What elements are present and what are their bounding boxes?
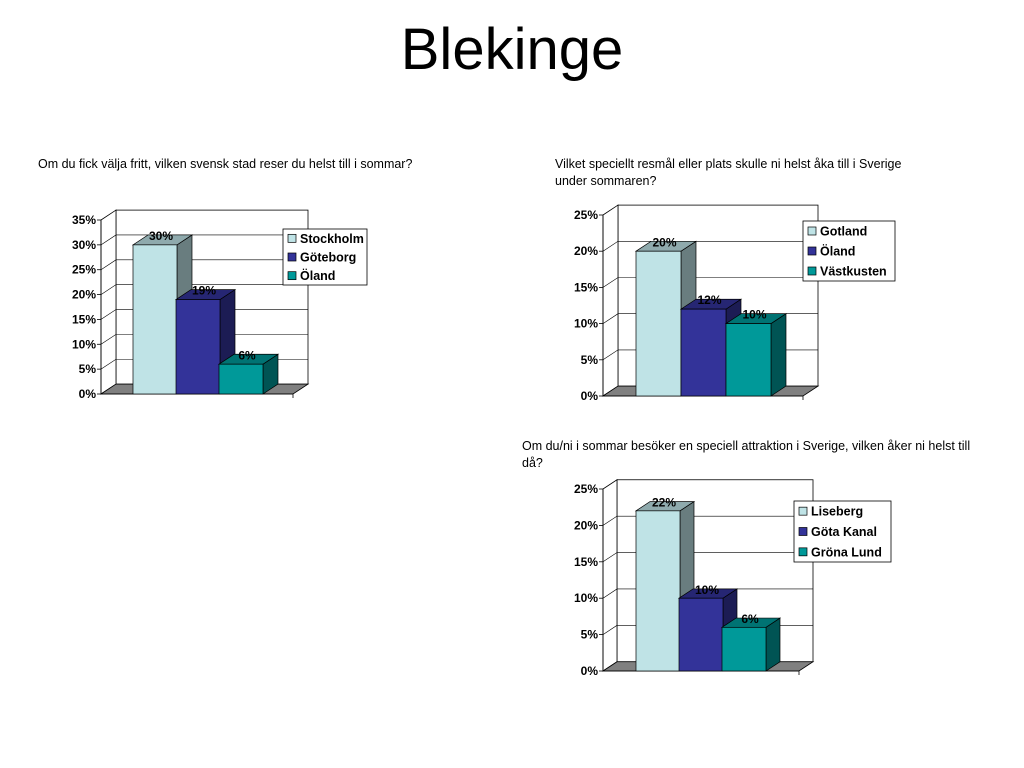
bar-2 [678, 597, 724, 672]
legend-label-3: Öland [300, 268, 335, 283]
y-tick-label: 10% [72, 337, 96, 351]
legend-label-1: Gotland [820, 225, 867, 239]
legend-swatch-1 [798, 506, 808, 516]
legend-label-2: Göteborg [300, 251, 356, 265]
data-label-2: 12% [697, 293, 721, 307]
y-tick-label: 0% [581, 389, 599, 403]
y-tick-label: 25% [574, 208, 598, 222]
y-tick-label: 15% [574, 280, 598, 294]
data-label-3: 10% [742, 308, 766, 322]
gridline [100, 334, 308, 345]
legend-label-2: Öland [820, 244, 855, 259]
y-tick-label: 20% [574, 244, 598, 258]
y-tick-label: 25% [72, 263, 96, 277]
bar-3 [725, 323, 772, 397]
legend-label-1: Stockholm [300, 232, 364, 246]
legend-swatch-3 [807, 266, 817, 276]
y-tick-label: 20% [574, 518, 598, 532]
legend-label-3: Västkusten [820, 265, 887, 279]
gridline [602, 241, 818, 252]
chart-3-question: Om du/ni i sommar besöker en speciell at… [522, 439, 971, 470]
gridline [602, 277, 818, 288]
legend-box [282, 228, 368, 286]
legend-swatch-3 [287, 271, 297, 281]
y-tick-label: 20% [72, 288, 96, 302]
gridline [100, 284, 308, 295]
legend-swatch-1 [807, 226, 817, 236]
chart-1-question: Om du fick välja fritt, vilken svensk st… [38, 157, 413, 171]
legend-swatch-2 [287, 252, 297, 262]
plot-side-wall [602, 479, 618, 672]
legend-swatch-3 [798, 547, 808, 557]
data-label-3: 6% [238, 348, 256, 362]
legend-label-1: Liseberg [811, 505, 863, 519]
y-tick-label: 35% [72, 213, 96, 227]
bar-2 [175, 299, 221, 395]
data-label-1: 20% [652, 235, 676, 249]
legend-box [802, 220, 896, 282]
gridline [602, 515, 813, 526]
chart-2-question: Vilket speciellt resmål eller plats skul… [555, 157, 902, 188]
gridline [100, 309, 308, 320]
gridline [602, 552, 813, 563]
gridline [100, 234, 308, 246]
data-label-1: 22% [652, 496, 676, 510]
bar-2 [680, 308, 727, 397]
legend-swatch-1 [287, 233, 297, 243]
y-tick-label: 10% [574, 591, 598, 605]
y-tick-label: 0% [79, 387, 97, 401]
legend-swatch-2 [807, 246, 817, 256]
y-tick-label: 5% [79, 362, 97, 376]
y-tick-label: 5% [581, 628, 599, 642]
y-tick-label: 15% [72, 312, 96, 326]
y-tick-label: 5% [581, 353, 599, 367]
y-tick-label: 10% [574, 317, 598, 331]
y-tick-label: 25% [574, 482, 598, 496]
data-label-2: 19% [192, 284, 216, 298]
data-label-3: 6% [741, 612, 759, 626]
legend-swatch-2 [798, 527, 808, 536]
data-label-1: 30% [149, 229, 173, 243]
bar-3 [721, 626, 767, 672]
page-title: Blekinge [400, 17, 624, 82]
y-tick-label: 0% [581, 664, 599, 678]
bar-1 [132, 244, 178, 395]
legend-box [793, 500, 892, 563]
data-label-2: 10% [695, 583, 719, 597]
bar-3 [218, 363, 264, 395]
y-tick-label: 30% [72, 238, 96, 252]
bar-1 [635, 510, 681, 672]
legend-label-2: Göta Kanal [811, 525, 877, 539]
y-tick-label: 15% [574, 555, 598, 569]
gridline [602, 588, 813, 599]
gridline [100, 259, 308, 270]
legend-label-3: Gröna Lund [811, 545, 882, 559]
